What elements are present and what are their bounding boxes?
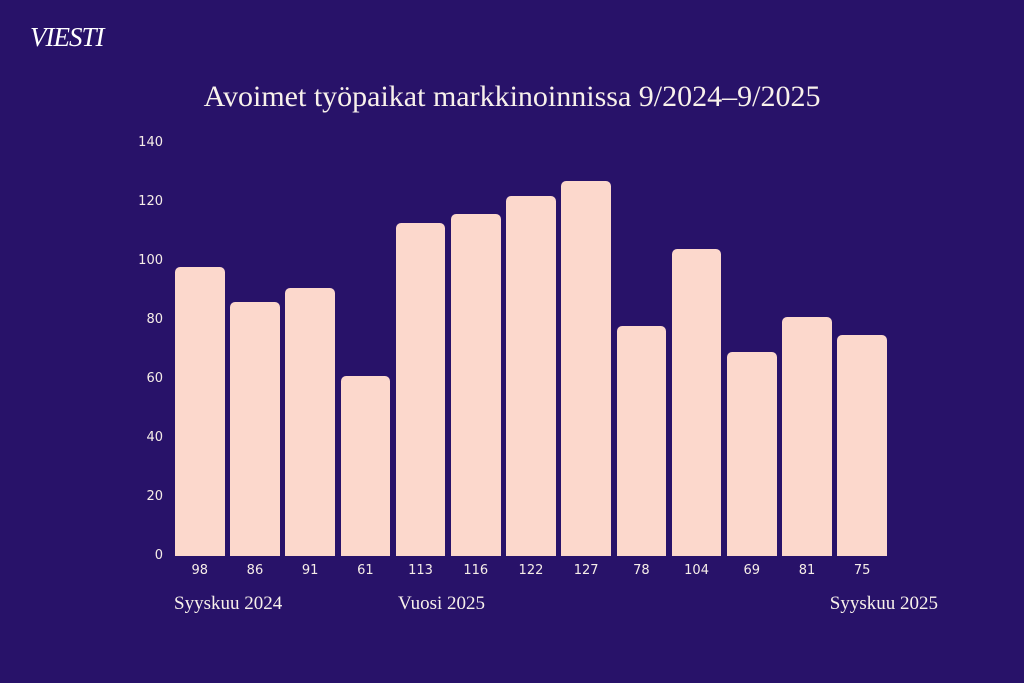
y-tick-label: 20 [146, 489, 163, 505]
bar-column: 116 [451, 143, 501, 578]
bar-value-label: 91 [301, 563, 319, 578]
bar [395, 222, 446, 556]
y-tick-label: 140 [138, 135, 163, 150]
y-tick-label: 0 [154, 548, 163, 563]
bar-value-label: 75 [853, 563, 871, 578]
bar-column: 86 [230, 143, 280, 578]
bar-value-label: 81 [798, 563, 816, 578]
bar [671, 249, 722, 556]
bar [506, 196, 556, 556]
y-axis: 0 20 40 60 80 100 120 140 [100, 135, 163, 563]
bar-column: 61 [340, 143, 391, 578]
bar-value-label: 116 [463, 563, 489, 578]
chart-title: Avoimet työpaikat markkinoinnissa 9/2024… [203, 80, 821, 113]
y-tick-label: 40 [146, 430, 163, 446]
viesti-logo: VIESTI [30, 22, 104, 52]
bar [616, 325, 667, 556]
y-tick-label: 60 [146, 371, 163, 386]
y-tick-label: 80 [146, 312, 163, 328]
bar-value-label: 86 [246, 563, 264, 578]
bar-column: 78 [616, 143, 667, 578]
bar [837, 334, 887, 556]
bar-column: 127 [561, 143, 611, 578]
bar-value-label: 61 [357, 563, 374, 578]
bar-column: 122 [506, 143, 556, 578]
bar-column: 69 [727, 143, 777, 578]
bar-value-label: 104 [684, 563, 709, 578]
bar-column: 75 [837, 143, 887, 578]
bar [561, 181, 611, 556]
bar-value-label: 69 [743, 563, 761, 578]
bar-value-label: 78 [633, 563, 650, 578]
bar-column: 104 [671, 143, 722, 578]
y-tick-label: 120 [138, 194, 163, 209]
bar [727, 352, 777, 556]
bar-value-label: 127 [573, 563, 599, 578]
bar [175, 266, 225, 556]
plot-area: 98 86 91 61 113 116 122 127 78 104 69 81 75 [175, 143, 887, 578]
bar-column: 91 [285, 143, 335, 578]
x-axis-label-start: Syyskuu 2024 [174, 593, 283, 614]
x-axis-label-end: Syyskuu 2025 [829, 593, 938, 614]
bar [782, 317, 832, 556]
bar [230, 302, 280, 556]
y-tick-label: 100 [138, 253, 163, 268]
bar-column: 98 [175, 143, 225, 578]
bar-column: 81 [782, 143, 832, 578]
bar-value-label: 113 [408, 563, 433, 578]
bar-value-label: 122 [518, 563, 544, 578]
bar-value-label: 98 [191, 563, 209, 578]
bar [285, 287, 335, 556]
bar [451, 213, 501, 556]
x-axis-label-middle: Vuosi 2025 [398, 593, 486, 614]
bar-column: 113 [395, 143, 446, 578]
bar [340, 376, 391, 556]
